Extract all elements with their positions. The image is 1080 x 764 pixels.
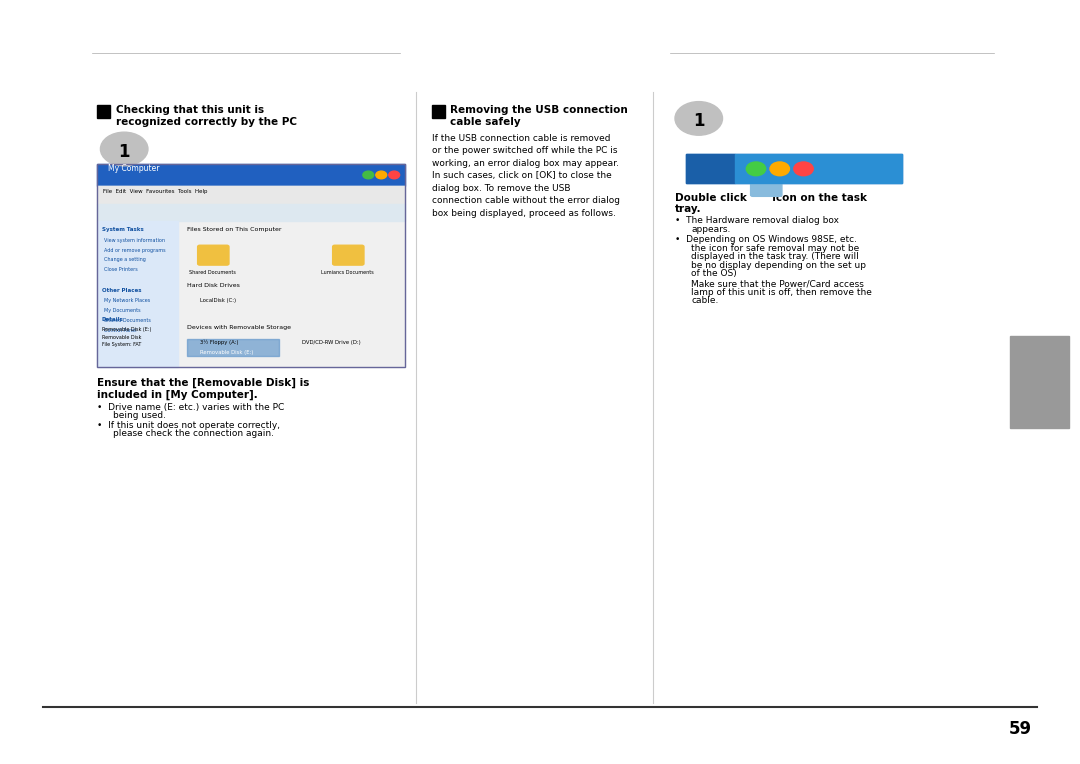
Text: Close Printers: Close Printers [104,267,137,273]
Bar [97,105,110,118]
Text: DVD/CD-RW Drive (D:): DVD/CD-RW Drive (D:) [302,340,361,345]
Text: Double click       icon on the task: Double click icon on the task [675,193,867,202]
Text: appears.: appears. [691,225,730,234]
Circle shape [794,162,813,176]
Text: System Tasks: System Tasks [102,227,144,232]
Text: please check the connection again.: please check the connection again. [113,429,274,439]
Text: being used.: being used. [113,411,166,420]
Text: Removable Disk (E:): Removable Disk (E:) [102,327,151,332]
Circle shape [675,102,723,135]
Text: tray.: tray. [675,204,702,214]
Circle shape [100,132,148,166]
Text: EN: EN [703,164,718,174]
Text: •  If this unit does not operate correctly,: • If this unit does not operate correctl… [97,421,280,430]
Text: 59: 59 [1009,720,1031,738]
Text: My Network Places: My Network Places [104,298,150,303]
Bar [735,154,902,183]
Text: lamp of this unit is off, then remove the: lamp of this unit is off, then remove th… [691,288,872,297]
Text: of the OS): of the OS) [691,269,737,278]
Text: •  Depending on OS Windows 98SE, etc.: • Depending on OS Windows 98SE, etc. [675,235,858,244]
Text: LocalDisk (C:): LocalDisk (C:) [200,298,235,303]
Text: File System: FAT: File System: FAT [102,342,140,348]
Bar [686,154,735,183]
Text: Control Panel: Control Panel [104,328,136,333]
Circle shape [389,171,400,179]
Circle shape [770,162,789,176]
Text: Hard Disk Drives: Hard Disk Drives [187,283,240,288]
Bar [97,204,405,221]
Text: 3½ Floppy (A:): 3½ Floppy (A:) [200,340,239,345]
Text: My Documents: My Documents [104,308,140,313]
Bar [97,186,405,367]
Text: Change a setting: Change a setting [104,257,146,263]
Bar [97,186,405,204]
Text: Lumiancs Documents: Lumiancs Documents [322,270,374,275]
Text: Shared Documents: Shared Documents [189,270,237,275]
Text: 1: 1 [693,112,704,131]
Text: •  The Hardware removal dialog box: • The Hardware removal dialog box [675,216,839,225]
Text: Removable Disk (E:): Removable Disk (E:) [200,350,253,355]
FancyBboxPatch shape [333,245,364,265]
Text: 1: 1 [119,143,130,161]
Text: Shared Documents: Shared Documents [104,318,150,323]
Circle shape [376,171,387,179]
Bar [686,154,902,183]
Text: 16:51: 16:51 [815,164,848,174]
Text: My Computer: My Computer [108,164,160,173]
Text: Checking that this unit is: Checking that this unit is [116,105,264,115]
Bar [97,221,178,367]
Text: Details: Details [102,317,123,322]
Text: Removable Disk: Removable Disk [102,335,140,340]
Text: •  Drive name (E: etc.) varies with the PC: • Drive name (E: etc.) varies with the P… [97,403,284,412]
Bar [97,164,405,186]
Circle shape [363,171,374,179]
Text: View system information: View system information [104,238,164,243]
Text: Removing the USB connection: Removing the USB connection [450,105,629,115]
Text: included in [My Computer].: included in [My Computer]. [97,390,258,400]
Text: displayed in the task tray. (There will: displayed in the task tray. (There will [691,252,859,261]
Text: Other Places: Other Places [102,288,141,293]
Text: be no display depending on the set up: be no display depending on the set up [691,261,866,270]
Circle shape [746,162,766,176]
Text: recognized correctly by the PC: recognized correctly by the PC [116,117,297,127]
Bar [1010,336,1069,428]
Text: If the USB connection cable is removed
or the power switched off while the PC is: If the USB connection cable is removed o… [432,134,620,218]
Text: cable safely: cable safely [450,117,521,127]
Text: Devices with Removable Storage: Devices with Removable Storage [187,325,291,330]
Text: Ensure that the [Removable Disk] is: Ensure that the [Removable Disk] is [97,378,310,388]
Text: cable.: cable. [691,296,718,306]
Text: File  Edit  View  Favourites  Tools  Help: File Edit View Favourites Tools Help [103,189,207,195]
Text: Add or remove programs: Add or remove programs [104,248,165,253]
Text: Make sure that the Power/Card access: Make sure that the Power/Card access [691,280,864,289]
FancyBboxPatch shape [198,245,229,265]
FancyBboxPatch shape [751,180,782,196]
Bar [187,339,279,356]
Text: Files Stored on This Computer: Files Stored on This Computer [187,227,281,232]
Text: the icon for safe removal may not be: the icon for safe removal may not be [691,244,860,253]
Bar [432,105,445,118]
